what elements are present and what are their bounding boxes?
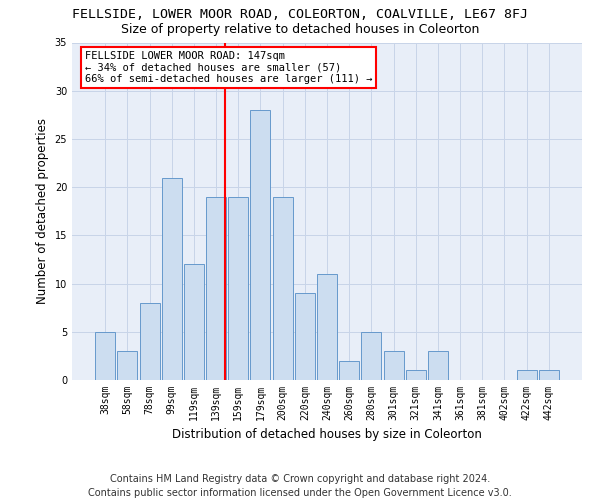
X-axis label: Distribution of detached houses by size in Coleorton: Distribution of detached houses by size … [172, 428, 482, 442]
Y-axis label: Number of detached properties: Number of detached properties [36, 118, 49, 304]
Text: Contains HM Land Registry data © Crown copyright and database right 2024.
Contai: Contains HM Land Registry data © Crown c… [88, 474, 512, 498]
Bar [517, 370, 536, 380]
Bar [428, 351, 448, 380]
Bar [162, 178, 182, 380]
Bar [383, 351, 404, 380]
Bar [272, 197, 293, 380]
Text: FELLSIDE LOWER MOOR ROAD: 147sqm
← 34% of detached houses are smaller (57)
66% o: FELLSIDE LOWER MOOR ROAD: 147sqm ← 34% o… [85, 51, 372, 84]
Bar [206, 197, 226, 380]
Bar [250, 110, 271, 380]
Bar [140, 303, 160, 380]
Bar [95, 332, 115, 380]
Bar [361, 332, 382, 380]
Bar [228, 197, 248, 380]
Bar [295, 293, 315, 380]
Bar [406, 370, 426, 380]
Text: FELLSIDE, LOWER MOOR ROAD, COLEORTON, COALVILLE, LE67 8FJ: FELLSIDE, LOWER MOOR ROAD, COLEORTON, CO… [72, 8, 528, 20]
Bar [539, 370, 559, 380]
Bar [118, 351, 137, 380]
Bar [317, 274, 337, 380]
Text: Size of property relative to detached houses in Coleorton: Size of property relative to detached ho… [121, 22, 479, 36]
Bar [184, 264, 204, 380]
Bar [339, 360, 359, 380]
